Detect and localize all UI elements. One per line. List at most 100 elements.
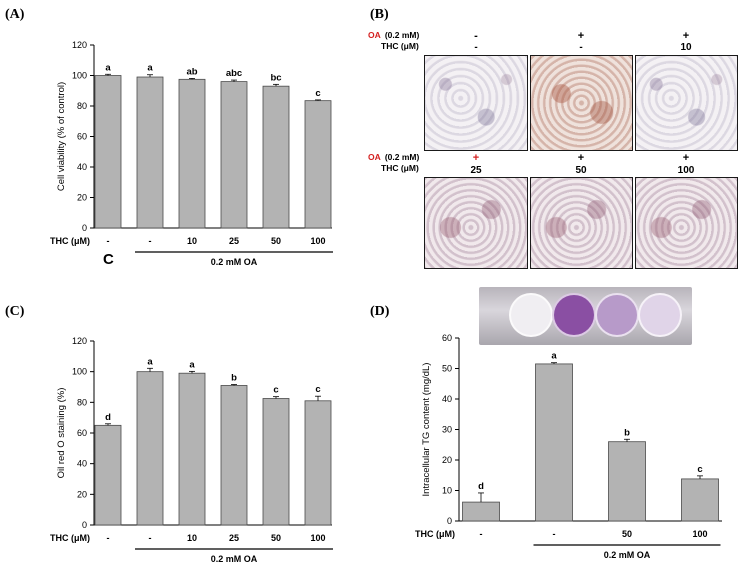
c-ytick-label-3: 60 bbox=[77, 428, 87, 438]
c-sig-letter-0: d bbox=[105, 412, 111, 423]
oa-conc-label-2: (0.2 mM) bbox=[385, 152, 420, 162]
panel-a-extra-label: C bbox=[103, 251, 114, 268]
a-category-label-5: 100 bbox=[310, 236, 325, 246]
c-ytick-label-4: 80 bbox=[77, 397, 87, 407]
a-sig-letter-3: abc bbox=[226, 68, 242, 79]
d-ytick-label-4: 40 bbox=[442, 394, 452, 404]
c-category-label-5: 100 bbox=[310, 533, 325, 543]
a-x-axis-label: THC (μM) bbox=[50, 236, 90, 246]
c-bar-4 bbox=[262, 398, 290, 526]
row1-oa-label: OA (0.2 mM) bbox=[368, 30, 419, 40]
d-y-axis-label: Intracellular TG content (mg/dL) bbox=[421, 363, 432, 497]
c-category-label-0: - bbox=[107, 533, 110, 543]
d-category-label-1: - bbox=[553, 529, 556, 539]
d-bar-1 bbox=[535, 363, 573, 522]
c-category-label-1: - bbox=[149, 533, 152, 543]
c-category-label-3: 25 bbox=[229, 533, 239, 543]
row1-thc-1: - bbox=[474, 42, 477, 53]
a-sig-letter-0: a bbox=[105, 62, 111, 73]
a-sig-letter-4: bc bbox=[270, 72, 281, 83]
a-ytick-label-5: 100 bbox=[72, 71, 87, 81]
row2-oa-2: + bbox=[578, 152, 584, 164]
d-category-label-3: 100 bbox=[692, 529, 707, 539]
c-sig-letter-4: c bbox=[273, 385, 278, 396]
row1-oa-1: - bbox=[474, 30, 478, 42]
a-bar-5 bbox=[304, 100, 332, 229]
d-ytick-label-6: 60 bbox=[442, 333, 452, 343]
c-x-axis-label: THC (μM) bbox=[50, 533, 90, 543]
d-category-label-0: - bbox=[480, 529, 483, 539]
c-sig-letter-2: a bbox=[189, 359, 195, 370]
row1-oa-3: + bbox=[683, 30, 689, 42]
c-group-label: 0.2 mM OA bbox=[211, 554, 258, 564]
row2-oa-3: + bbox=[683, 152, 689, 164]
c-category-label-4: 50 bbox=[271, 533, 281, 543]
c-ytick-label-5: 100 bbox=[72, 367, 87, 377]
well-3 bbox=[595, 293, 639, 337]
panel-label-b: (B) bbox=[370, 7, 389, 22]
a-sig-letter-1: a bbox=[147, 63, 153, 74]
a-bar-3 bbox=[220, 81, 248, 229]
d-sig-letter-3: c bbox=[697, 464, 702, 475]
c-ytick-label-6: 120 bbox=[72, 336, 87, 346]
d-bar-3 bbox=[681, 478, 719, 522]
d-category-label-2: 50 bbox=[622, 529, 632, 539]
row2-thc-1: 25 bbox=[470, 165, 482, 176]
a-category-label-3: 25 bbox=[229, 236, 239, 246]
d-ytick-label-1: 10 bbox=[442, 486, 452, 496]
c-ytick-label-0: 0 bbox=[82, 520, 87, 530]
oa-label-2: OA bbox=[368, 152, 381, 162]
micrograph-r1-c3 bbox=[635, 55, 738, 151]
d-sig-letter-1: a bbox=[551, 351, 557, 362]
a-y-axis-label: Cell viability (% of control) bbox=[56, 82, 67, 191]
a-ytick-label-4: 80 bbox=[77, 101, 87, 111]
c-bar-2 bbox=[178, 372, 206, 526]
well-4 bbox=[638, 293, 682, 337]
micrograph-r2-c3 bbox=[635, 177, 738, 269]
c-sig-letter-1: a bbox=[147, 356, 153, 367]
oa-label: OA bbox=[368, 30, 381, 40]
oa-conc-label: (0.2 mM) bbox=[385, 30, 420, 40]
a-category-label-1: - bbox=[149, 236, 152, 246]
a-ytick-label-3: 60 bbox=[77, 132, 87, 142]
row1-thc-3: 10 bbox=[680, 42, 692, 53]
row2-thc-3: 100 bbox=[678, 165, 695, 176]
a-group-label: 0.2 mM OA bbox=[211, 257, 258, 267]
a-category-label-2: 10 bbox=[187, 236, 197, 246]
a-ytick-label-1: 20 bbox=[77, 193, 87, 203]
c-bar-3 bbox=[220, 385, 248, 526]
row2-thc-2: 50 bbox=[575, 165, 587, 176]
d-sig-letter-2: b bbox=[624, 427, 630, 438]
d-x-axis-label: THC (μM) bbox=[415, 529, 455, 539]
panel-label-a: (A) bbox=[5, 7, 25, 22]
a-sig-letter-5: c bbox=[315, 88, 320, 99]
c-ytick-label-1: 20 bbox=[77, 489, 87, 499]
micrograph-r1-c2 bbox=[530, 55, 633, 151]
d-ytick-label-2: 20 bbox=[442, 455, 452, 465]
c-bar-1 bbox=[136, 371, 164, 526]
c-ytick-label-2: 40 bbox=[77, 459, 87, 469]
a-bar-4 bbox=[262, 85, 290, 229]
d-ytick-label-3: 30 bbox=[442, 425, 452, 435]
d-sig-letter-0: d bbox=[478, 481, 484, 492]
micrograph-r1-c1 bbox=[424, 55, 528, 151]
d-group-label: 0.2 mM OA bbox=[604, 550, 651, 560]
micrograph-r2-c2 bbox=[530, 177, 633, 269]
a-category-label-0: - bbox=[107, 236, 110, 246]
row2-oa-label: OA (0.2 mM) bbox=[368, 152, 419, 162]
well-plate-photo bbox=[479, 287, 692, 345]
row1-thc-label: THC (μM) bbox=[381, 41, 419, 51]
row1-oa-2: + bbox=[578, 30, 584, 42]
a-bar-2 bbox=[178, 78, 206, 229]
panel-label-d: (D) bbox=[370, 304, 390, 319]
row1-thc-2: - bbox=[579, 42, 582, 53]
a-ytick-label-2: 40 bbox=[77, 162, 87, 172]
d-bar-2 bbox=[608, 441, 646, 522]
d-ytick-label-5: 50 bbox=[442, 364, 452, 374]
c-sig-letter-3: b bbox=[231, 373, 237, 384]
row2-oa-1: + bbox=[473, 152, 479, 164]
